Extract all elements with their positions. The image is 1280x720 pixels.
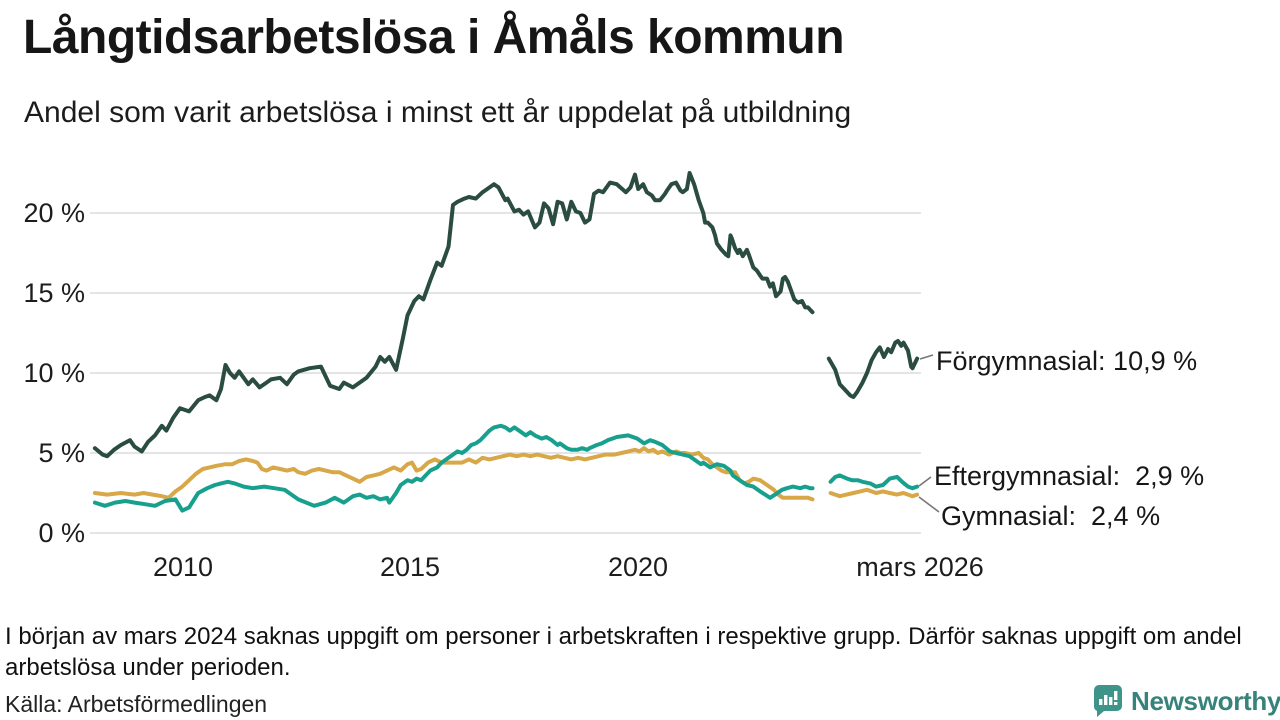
leader-eftergymnasial	[918, 476, 932, 487]
newsworthy-logo-icon	[1092, 684, 1123, 718]
series-line-eftergymnasial-seg1	[828, 473, 920, 491]
newsworthy-logo[interactable]: Newsworthy	[1092, 684, 1280, 718]
x-axis-tick-2015: 2015	[379, 552, 441, 582]
y-axis-tick-10: 10 %	[23, 358, 85, 388]
x-axis-tick-2020: 2020	[607, 552, 669, 582]
newsworthy-logo-text: Newsworthy	[1131, 685, 1280, 716]
y-axis-tick-20: 20 %	[23, 198, 85, 228]
series-line-forgymnasial-seg0	[92, 171, 815, 459]
series-line-forgymnasial-seg1	[826, 339, 920, 399]
series-line-gymnasial-seg1	[828, 487, 920, 499]
y-axis-tick-5: 5 %	[38, 438, 85, 468]
source-credit: Källa: Arbetsförmedlingen	[5, 691, 268, 717]
series-line-eftergymnasial-seg0	[92, 423, 815, 513]
page-subtitle: Andel som varit arbetslösa i minst ett å…	[24, 96, 852, 129]
x-axis-tick-2010: 2010	[152, 552, 214, 582]
series-end-label-gymnasial: Gymnasial: 2,4 %	[941, 501, 1161, 531]
series-end-label-eftergymnasial: Eftergymnasial: 2,9 %	[934, 461, 1205, 491]
y-axis-tick-0: 0 %	[38, 518, 85, 548]
x-axis-tick-mars-2026: mars 2026	[856, 552, 984, 582]
series-end-label-forgymnasial: Förgymnasial: 10,9 %	[936, 346, 1198, 376]
y-axis-tick-15: 15 %	[23, 278, 85, 308]
leader-gymnasial	[918, 496, 940, 513]
footnote: I början av mars 2024 saknas uppgift om …	[5, 623, 1242, 681]
page-title: Långtidsarbetslösa i Åmåls kommun	[23, 11, 845, 64]
leader-forgymnasial	[919, 354, 934, 360]
